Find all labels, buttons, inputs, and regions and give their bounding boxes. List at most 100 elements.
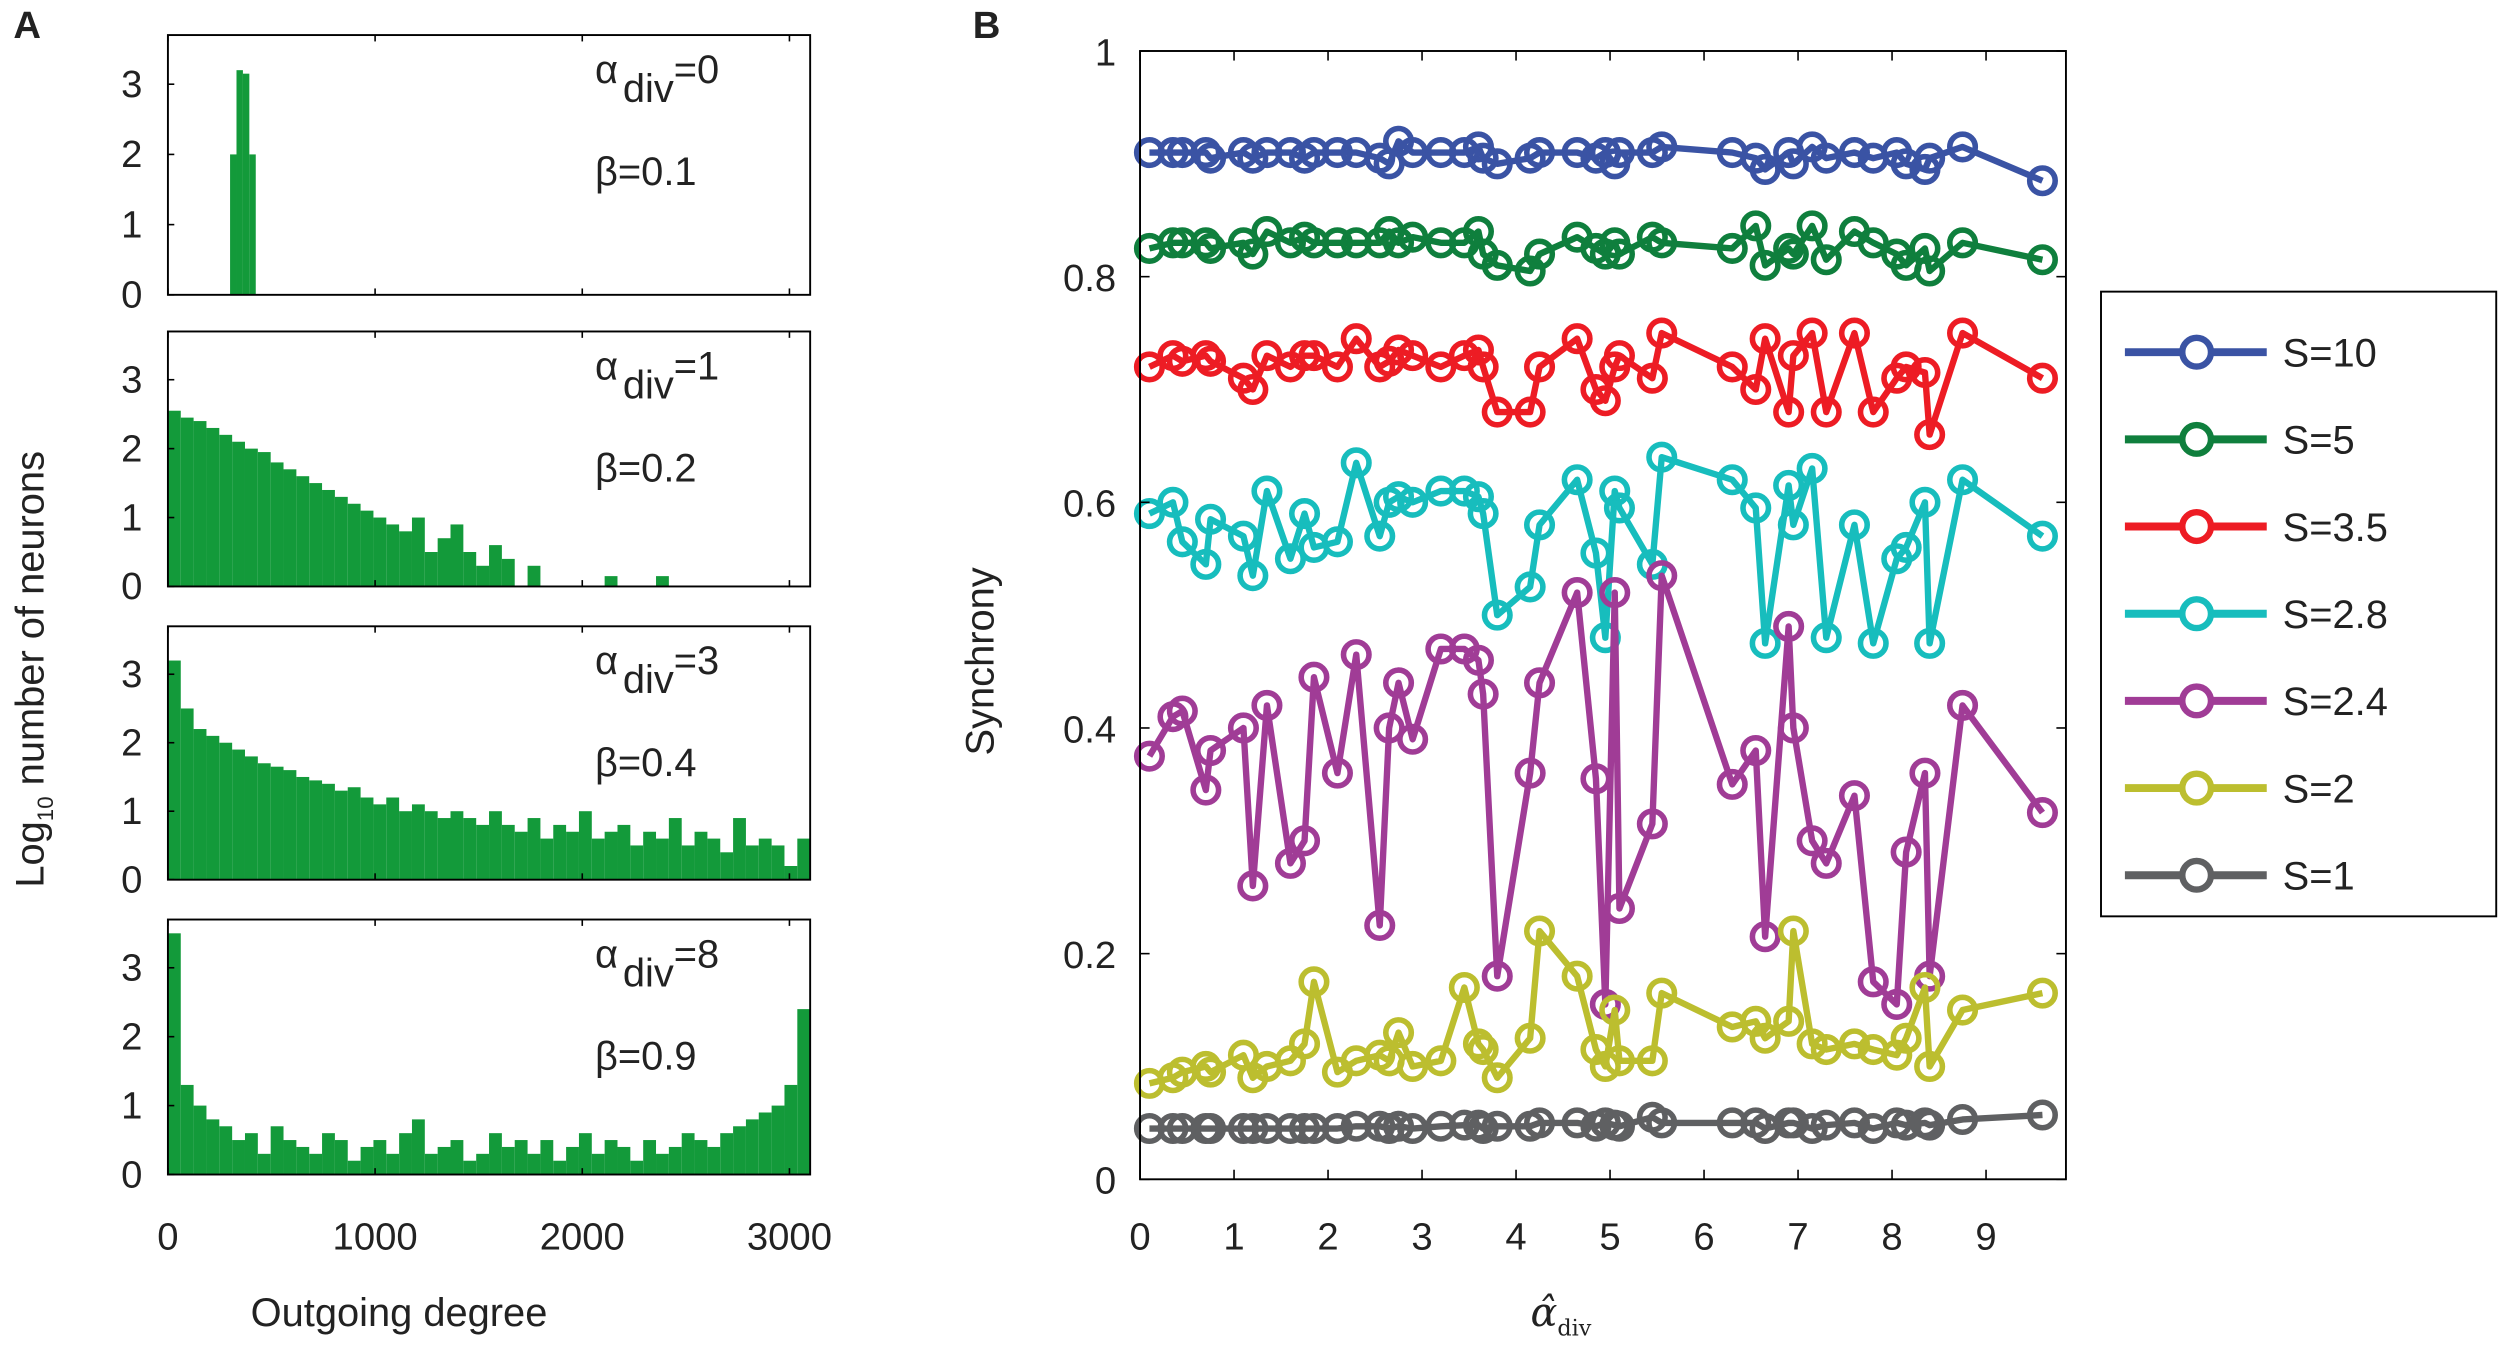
legend-label: S=10: [2283, 332, 2377, 376]
histogram-bar: [630, 845, 644, 880]
data-point: [1383, 667, 1415, 699]
x-tick-label: 4: [1505, 1215, 1526, 1258]
histogram-bar: [681, 1133, 695, 1175]
data-point: [1777, 238, 1809, 270]
histogram-bar: [604, 1140, 618, 1175]
data-point: [1777, 915, 1809, 947]
histogram-bar: [249, 154, 256, 295]
legend-label: S=2.4: [2283, 680, 2388, 724]
alpha-annotation: α div=1: [595, 344, 719, 407]
y-tick-label: 3: [121, 947, 142, 990]
data-point: [1274, 543, 1306, 575]
histogram-bar: [501, 824, 515, 880]
x-tick-label: 2000: [540, 1215, 625, 1258]
x-tick-label: 0: [157, 1215, 178, 1258]
data-point: [1481, 396, 1513, 428]
data-point: [1909, 357, 1941, 389]
data-point: [1838, 1107, 1870, 1139]
histogram-bar: [771, 1105, 785, 1175]
data-point: [1914, 142, 1946, 174]
histogram-bar: [566, 1146, 579, 1175]
histogram-bar: [296, 776, 310, 880]
histogram-bar: [643, 831, 657, 880]
legend-label: S=5: [2283, 419, 2355, 463]
data-point: [1481, 1110, 1513, 1142]
data-point: [2026, 165, 2058, 197]
legend-label: S=2.8: [2283, 593, 2388, 637]
data-point: [1364, 909, 1396, 941]
data-point: [1195, 345, 1227, 377]
data-point: [1195, 142, 1227, 174]
legend: S=10 S=5 S=3.5 S=2.8 S=2.4 S=2 S=1: [2100, 290, 2498, 918]
data-point: [1810, 847, 1842, 879]
legend-label: S=3.5: [2283, 506, 2388, 550]
data-point: [1524, 137, 1556, 169]
data-point: [1810, 1034, 1842, 1066]
data-point: [1749, 1022, 1781, 1054]
beta-annotation: β=0.2: [595, 446, 697, 490]
data-point: [1157, 1112, 1189, 1145]
data-point: [2026, 362, 2058, 394]
data-point: [1740, 492, 1772, 524]
histogram-bar: [707, 1146, 721, 1175]
data-point: [1524, 351, 1556, 383]
axes-box: [166, 625, 812, 881]
data-point: [1599, 577, 1631, 609]
data-point: [1838, 317, 1870, 349]
histogram-bar: [784, 865, 798, 880]
data-point: [1227, 712, 1259, 744]
histogram-bar: [334, 1140, 348, 1175]
data-point: [1340, 639, 1372, 671]
data-point: [1340, 323, 1372, 355]
data-point: [1321, 757, 1353, 789]
histogram-bar: [193, 421, 207, 587]
data-point: [1166, 695, 1198, 727]
data-point: [1947, 227, 1979, 259]
histogram-bar: [283, 469, 297, 587]
histogram-bar: [206, 1119, 220, 1175]
data-point: [1195, 503, 1227, 535]
series-s-2: [1133, 915, 2058, 1099]
data-point: [1524, 667, 1556, 699]
data-point: [1289, 1028, 1321, 1060]
data-point: [1321, 351, 1353, 383]
y-tick-label: 1: [1095, 31, 1116, 74]
histogram-bar: [476, 565, 490, 587]
y-tick-label: 1: [121, 496, 142, 539]
histogram-bar: [489, 545, 502, 587]
histogram-bar: [591, 1153, 605, 1175]
data-point: [1773, 610, 1805, 642]
data-point: [1237, 142, 1269, 174]
data-point: [1467, 498, 1499, 530]
legend-label: S=1: [2283, 855, 2355, 899]
data-point: [1773, 469, 1805, 501]
histogram-subplot: 0 1 2 3 α div=1 β=0.2: [121, 330, 812, 608]
data-point: [1909, 757, 1941, 789]
data-point: [1190, 548, 1222, 580]
histogram-bar: [206, 735, 220, 880]
panel-label-a: A: [13, 4, 41, 47]
legend-marker: [2179, 421, 2215, 457]
data-point: [1340, 447, 1372, 479]
y-tick-label: 0.6: [1063, 483, 1116, 526]
histogram-bar: [167, 410, 181, 587]
histogram-bar: [244, 448, 258, 587]
histogram-bar: [527, 565, 541, 587]
histogram-bar: [386, 797, 400, 880]
data-point: [1646, 131, 1678, 163]
histogram-bar: [296, 1146, 310, 1175]
data-point: [1524, 238, 1556, 270]
histogram-bar: [450, 811, 464, 880]
data-point: [1740, 735, 1772, 767]
data-point: [1914, 419, 1946, 451]
histogram-bar: [386, 1153, 400, 1175]
histogram-bar: [578, 1133, 592, 1175]
data-point: [1599, 994, 1631, 1026]
histogram-bar: [244, 1133, 258, 1175]
data-point: [1195, 1056, 1227, 1088]
histogram-bar: [694, 831, 708, 880]
data-point: [1237, 1112, 1269, 1145]
y-tick-label: 2: [121, 133, 142, 176]
histogram-bar: [578, 811, 592, 880]
beta-annotation: β=0.4: [595, 741, 697, 785]
